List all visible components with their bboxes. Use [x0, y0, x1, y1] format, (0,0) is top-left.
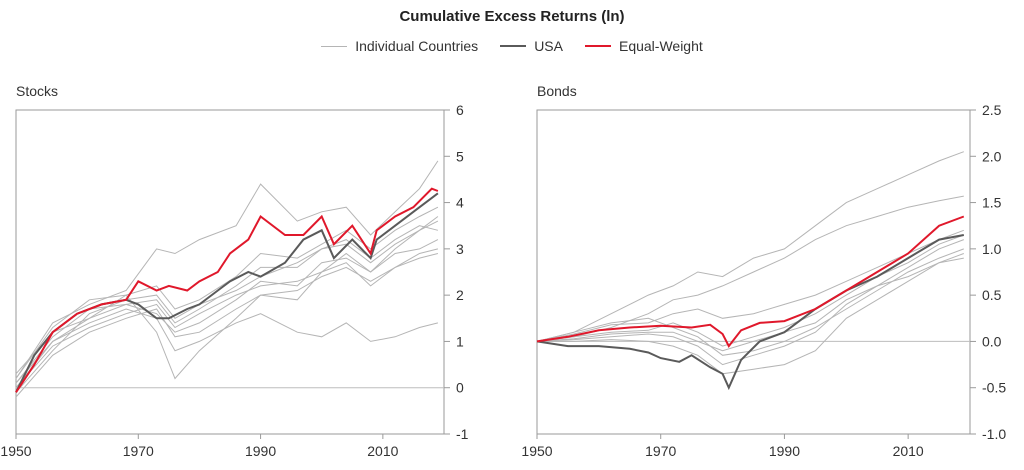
- legend-item-usa: USA: [500, 38, 563, 54]
- legend-swatch-countries: [321, 45, 348, 47]
- legend-label-usa: USA: [534, 38, 563, 54]
- y-tick-label: 0: [456, 380, 464, 396]
- series-line-country: [536, 151, 964, 342]
- y-tick-label: 3: [456, 241, 464, 257]
- panel-title: Stocks: [16, 83, 58, 99]
- series-line-country: [536, 229, 964, 342]
- series-line-country: [536, 239, 964, 366]
- y-tick-label: 2.5: [982, 102, 1002, 118]
- series-line-equal-weight: [15, 187, 439, 393]
- legend-item-countries: Individual Countries: [321, 38, 478, 54]
- series-line-equal-weight: [536, 215, 965, 348]
- y-tick-label: 4: [456, 195, 464, 211]
- y-tick-label: 2.0: [982, 148, 1002, 164]
- series-line-country: [536, 257, 964, 352]
- chart-legend: Individual Countries USA Equal-Weight: [0, 38, 1024, 54]
- legend-label-countries: Individual Countries: [355, 38, 479, 54]
- series-line-country: [15, 225, 439, 389]
- y-tick-label: 1.0: [982, 241, 1002, 257]
- series-line-usa: [536, 234, 964, 391]
- y-tick-label: 5: [456, 148, 464, 164]
- x-tick-label: 1950: [0, 443, 31, 459]
- legend-label-equal-weight: Equal-Weight: [618, 38, 703, 54]
- series-line-country: [15, 253, 439, 398]
- series-line-country: [536, 195, 964, 342]
- series-line-country: [536, 234, 964, 347]
- x-tick-label: 1970: [645, 443, 676, 459]
- y-tick-label: -1.0: [982, 426, 1006, 442]
- legend-swatch-equal-weight: [584, 45, 611, 47]
- plot-frame: [15, 109, 445, 435]
- x-tick-label: 1990: [769, 443, 800, 459]
- stocks-panel: Stocks 6 5 4 3 2 1 0 -1 1950 1970 1990 2010: [0, 83, 468, 459]
- series-line-country: [15, 160, 439, 379]
- x-tick-label: 1950: [521, 443, 552, 459]
- series-line-usa: [15, 192, 439, 393]
- x-tick-label: 2010: [893, 443, 924, 459]
- chart-title: Cumulative Excess Returns (ln): [399, 8, 625, 25]
- series-line-country: [15, 248, 439, 389]
- legend-item-equal-weight: Equal-Weight: [584, 38, 703, 54]
- series-line-country: [15, 239, 439, 384]
- y-tick-label: 0.0: [982, 333, 1002, 349]
- series-line-country: [15, 206, 439, 379]
- y-tick-label: -1: [456, 426, 469, 442]
- y-tick-label: 1: [456, 333, 464, 349]
- y-tick-label: -0.5: [982, 380, 1006, 396]
- bonds-panel: Bonds 2.5 2.0 1.5 1.0 0.5 0.0 -0.5 -1.0 1950 1970 1…: [521, 83, 1006, 459]
- x-tick-label: 1970: [123, 443, 154, 459]
- y-tick-label: 2: [456, 287, 464, 303]
- series-line-country: [537, 253, 964, 375]
- x-tick-label: 1990: [245, 443, 276, 459]
- legend-swatch-usa: [500, 45, 527, 47]
- series-line-country: [15, 308, 439, 384]
- y-tick-label: 0.5: [982, 287, 1002, 303]
- plot-frame: [536, 109, 971, 435]
- y-tick-label: 6: [456, 102, 464, 118]
- y-tick-label: 1.5: [982, 195, 1002, 211]
- series-line-country: [536, 248, 964, 356]
- x-tick-label: 2010: [367, 443, 398, 459]
- panel-title: Bonds: [537, 83, 577, 99]
